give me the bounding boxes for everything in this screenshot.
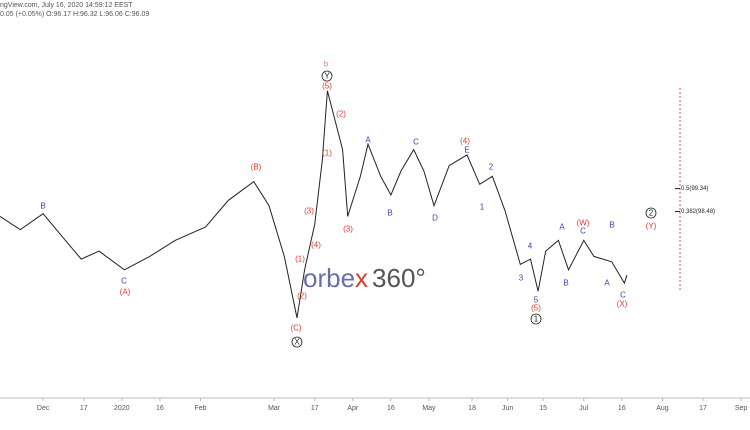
wave-label: Y <box>324 72 330 81</box>
wave-label: (1) <box>295 255 305 264</box>
x-tick-label: Mar <box>268 405 281 412</box>
wave-label: B <box>563 279 568 288</box>
x-tick-label: Sep <box>735 405 748 412</box>
fib-label: 0.382(98.48) <box>681 209 715 215</box>
watermark-left: orbe <box>303 263 355 293</box>
wave-label: (2) <box>297 292 307 301</box>
header-source: ngView.com, July 16, 2020 14:59:12 EEST <box>0 2 133 9</box>
watermark-right: 360° <box>372 263 426 293</box>
wave-label: b <box>324 60 329 69</box>
wave-label: 1 <box>480 203 485 212</box>
wave-label: A <box>559 223 565 232</box>
x-tick-label: 16 <box>156 405 164 412</box>
wave-label: B <box>609 221 614 230</box>
price-line <box>0 90 628 319</box>
wave-label: B <box>387 209 392 218</box>
x-tick-label: Aug <box>656 405 669 412</box>
wave-label: (4) <box>311 241 321 250</box>
wave-label: (A) <box>120 288 131 297</box>
wave-circle <box>530 313 542 325</box>
x-tick-label: 15 <box>539 405 547 412</box>
watermark-accent: x <box>355 263 368 293</box>
wave-label: (3) <box>304 207 314 216</box>
x-tick-label: Jun <box>502 405 513 412</box>
wave-label: (B) <box>251 163 262 172</box>
x-tick-label: Apr <box>347 405 359 412</box>
wave-label: C <box>121 277 127 286</box>
wave-label: (4) <box>460 137 470 146</box>
wave-label: (W) <box>577 219 590 228</box>
wave-label: (2) <box>336 110 346 119</box>
x-tick-label: 16 <box>387 405 395 412</box>
wave-label: X <box>294 338 300 347</box>
watermark: orbex 360° <box>303 263 426 293</box>
wave-label: 2 <box>489 163 494 172</box>
wave-label: C <box>620 291 626 300</box>
wave-circle <box>645 207 657 219</box>
wave-label: (Y) <box>646 222 657 231</box>
x-tick-label: Jul <box>579 405 588 412</box>
x-tick-label: Dec <box>37 405 50 412</box>
wave-label: B <box>40 202 45 211</box>
wave-label: 1 <box>534 315 539 324</box>
wave-label: (X) <box>617 300 628 309</box>
x-tick-label: 16 <box>618 405 626 412</box>
wave-label: (1) <box>322 149 332 158</box>
wave-label: A <box>604 279 610 288</box>
wave-label: (C) <box>290 324 301 333</box>
wave-label: D <box>432 214 438 223</box>
wave-label: 5 <box>534 296 539 305</box>
wave-label: C <box>580 227 586 236</box>
x-tick-label: Feb <box>194 405 206 412</box>
wave-circle <box>291 336 303 348</box>
fib-label: 0.5(99.34) <box>681 186 708 192</box>
header-quote: 0.05 (+0.05%) O:96.17 H:96.32 L:96.06 C:… <box>0 11 149 18</box>
x-tick-label: 17 <box>311 405 319 412</box>
wave-label: A <box>365 136 371 145</box>
x-tick-label: 17 <box>80 405 88 412</box>
wave-label: (5) <box>531 304 541 313</box>
x-tick-label: 18 <box>468 405 476 412</box>
wave-label: (3) <box>343 225 353 234</box>
wave-label: E <box>464 146 469 155</box>
wave-label: C <box>413 138 419 147</box>
x-tick-label: 17 <box>699 405 707 412</box>
wave-label: 2 <box>649 209 654 218</box>
wave-label: 4 <box>528 242 533 251</box>
wave-label: (5) <box>322 82 332 91</box>
wave-circle <box>321 70 333 82</box>
x-tick-label: 2020 <box>114 405 130 412</box>
wave-label: 3 <box>519 274 524 283</box>
x-tick-label: May <box>422 405 436 412</box>
